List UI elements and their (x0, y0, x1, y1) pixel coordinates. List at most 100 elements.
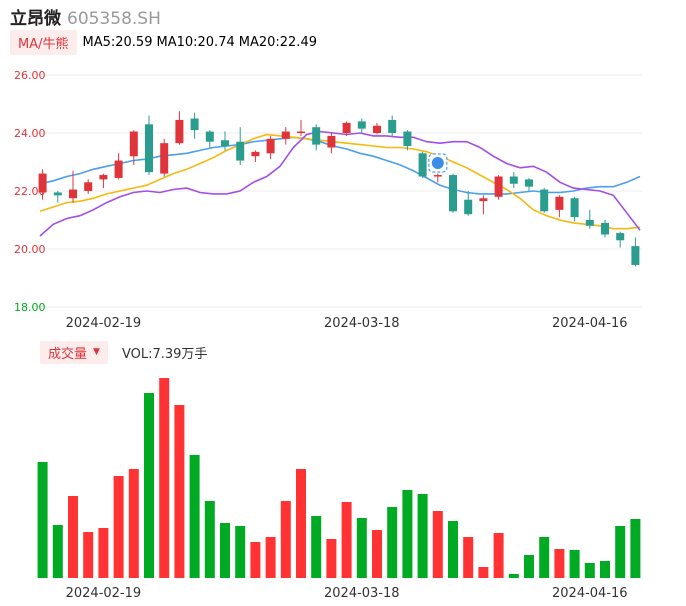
x-tick-label: 2024-04-16 (552, 316, 628, 331)
volume-legend: 成交量 ▼ VOL:7.39万手 (40, 340, 208, 364)
candle-body (479, 198, 488, 202)
candle (236, 127, 245, 165)
candle (175, 111, 184, 145)
candle-body (160, 143, 169, 174)
candle-body (555, 196, 564, 210)
caret-down-icon: ▼ (93, 347, 100, 357)
y-tick-label: 26.00 (14, 69, 46, 82)
volume-bar (311, 516, 322, 578)
candle-body (494, 176, 503, 197)
volume-bar (402, 490, 413, 578)
volume-bar (52, 525, 63, 578)
candle (251, 150, 260, 162)
candle-body (53, 192, 62, 196)
volume-switch-label: 成交量 (48, 346, 88, 362)
volume-bar (463, 537, 474, 578)
candle (494, 175, 503, 200)
candle (631, 237, 640, 267)
candle-body (312, 127, 321, 145)
moving-average-lines (39, 130, 641, 237)
volume-bar (630, 519, 641, 578)
x-tick-label: 2024-02-19 (66, 586, 142, 601)
volume-bar (341, 502, 352, 578)
candle (221, 131, 229, 151)
candle (373, 122, 381, 135)
volume-bar (356, 518, 367, 578)
candle (84, 179, 93, 194)
candlesticks (38, 111, 640, 267)
candle (38, 169, 47, 200)
candle (160, 138, 169, 177)
candle-body (327, 135, 336, 148)
candle (479, 195, 488, 215)
candle (342, 121, 351, 136)
ma-legend: MA/牛熊 MA5:20.59 MA10:20.74 MA20:22.49 (10, 29, 321, 55)
y-tick-label: 24.00 (14, 127, 46, 140)
candle-body (38, 173, 47, 193)
candle (53, 191, 62, 203)
candle (114, 153, 123, 180)
event-marker-dot (431, 157, 444, 169)
volume-bar (493, 533, 504, 578)
x-tick-label: 2024-02-19 (66, 316, 142, 331)
candle (312, 124, 321, 151)
volume-bar (615, 526, 626, 578)
volume-date-axis: 2024-02-19 2024-03-18 2024-04-16 (66, 586, 628, 601)
candle (403, 130, 412, 151)
ma-indicator-switch[interactable]: MA/牛熊 (10, 29, 77, 55)
candle-body (418, 153, 427, 177)
price-date-axis: 2024-02-19 2024-03-18 2024-04-16 (66, 316, 628, 331)
candle-body (190, 118, 199, 131)
volume-bar (372, 530, 382, 578)
volume-bar (539, 537, 550, 578)
stock-code: 605358.SH (67, 9, 161, 29)
candle-body (540, 189, 549, 212)
candle (585, 209, 594, 229)
volume-bar (584, 563, 595, 578)
candle-body (84, 182, 93, 191)
volume-bar (508, 574, 519, 578)
volume-bar (250, 542, 261, 578)
y-tick-label: 18.00 (14, 301, 46, 314)
ma10-label: MA10:20.74 (156, 34, 235, 50)
volume-bar (326, 539, 337, 578)
volume-bar (144, 393, 154, 578)
ma20-label: MA20:22.49 (238, 34, 317, 50)
event-marker[interactable] (428, 153, 448, 173)
ma5-line (39, 130, 641, 237)
candle (327, 133, 336, 154)
x-tick-label: 2024-04-16 (552, 586, 628, 601)
candle-body (99, 175, 108, 180)
candle (449, 173, 457, 213)
volume-bar (280, 501, 291, 578)
candle-body (205, 131, 214, 142)
candle (555, 195, 564, 218)
candle-body (342, 122, 351, 133)
x-tick-label: 2024-03-18 (324, 316, 400, 331)
candle (616, 231, 625, 248)
candle (433, 173, 442, 183)
volume-bar (448, 521, 458, 578)
volume-indicator-switch[interactable]: 成交量 ▼ (40, 340, 108, 364)
candle-body (403, 131, 412, 147)
candle (129, 130, 138, 165)
candle-body (281, 131, 290, 139)
candle (357, 118, 366, 133)
ma10-line (39, 133, 641, 230)
candle (601, 220, 609, 238)
candle-body (175, 119, 184, 144)
candle (297, 119, 305, 136)
volume-bar (478, 567, 489, 578)
volume-bar (113, 476, 124, 578)
volume-bar (265, 537, 276, 578)
y-tick-label: 22.00 (14, 185, 46, 198)
candle-body (129, 131, 138, 157)
volume-bar (83, 532, 94, 578)
candle-body (570, 198, 579, 218)
candle (509, 172, 518, 189)
candle (388, 115, 397, 136)
candle-body (266, 138, 275, 154)
candle (418, 151, 427, 178)
volume-value-label: VOL:7.39万手 (121, 346, 208, 362)
